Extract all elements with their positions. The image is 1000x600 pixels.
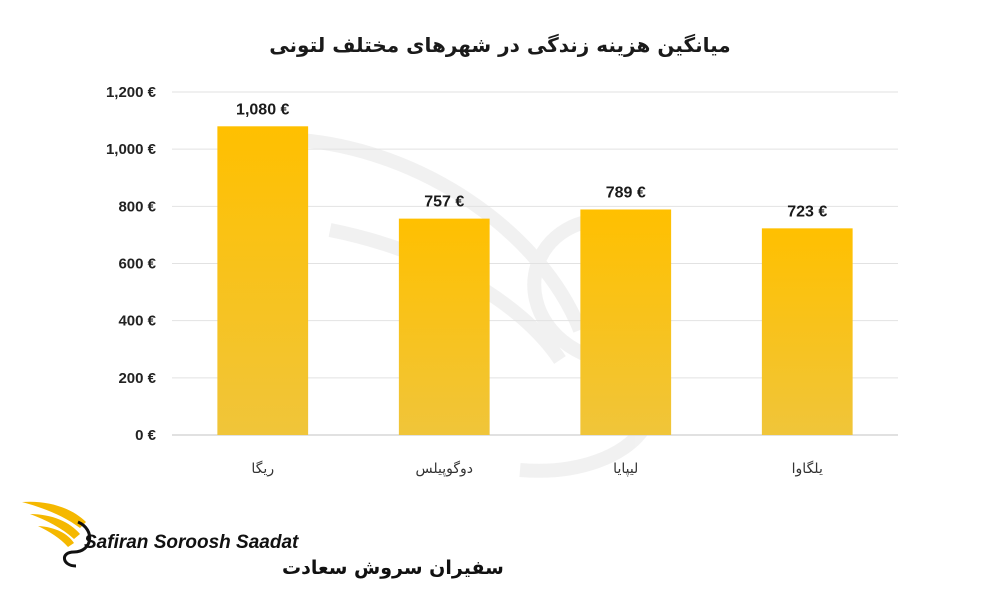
y-tick-label: 400 € bbox=[118, 313, 156, 330]
data-label: 1,080 € bbox=[236, 101, 289, 118]
x-tick-label: دوگوپیلس bbox=[416, 460, 474, 477]
bar bbox=[580, 209, 672, 435]
y-tick-label: 200 € bbox=[118, 370, 156, 387]
bar bbox=[217, 126, 309, 436]
bar bbox=[398, 218, 490, 435]
data-label: 723 € bbox=[787, 203, 827, 220]
bar bbox=[761, 228, 853, 435]
wing-icon bbox=[22, 501, 86, 547]
brand-logo: Safiran Soroosh Saadat سفیران سروش سعادت bbox=[22, 501, 504, 579]
swirl-icon bbox=[63, 520, 91, 568]
x-tick-label: ریگا bbox=[251, 460, 274, 477]
brand-name-fa: سفیران سروش سعادت bbox=[282, 557, 504, 579]
y-tick-label: 800 € bbox=[118, 198, 156, 215]
brand-name-en: Safiran Soroosh Saadat bbox=[84, 532, 299, 553]
x-tick-label: لیپایا bbox=[613, 461, 638, 477]
y-tick-label: 600 € bbox=[118, 256, 156, 273]
chart-title: میانگین هزینه زندگی در شهرهای مختلف لتون… bbox=[269, 33, 730, 57]
y-tick-label: 1,200 € bbox=[106, 84, 157, 101]
data-label: 757 € bbox=[424, 194, 464, 211]
x-tick-label: یلگاوا bbox=[792, 460, 823, 477]
y-tick-label: 1,000 € bbox=[106, 141, 157, 158]
data-label: 789 € bbox=[606, 184, 646, 201]
y-tick-label: 0 € bbox=[135, 427, 157, 444]
